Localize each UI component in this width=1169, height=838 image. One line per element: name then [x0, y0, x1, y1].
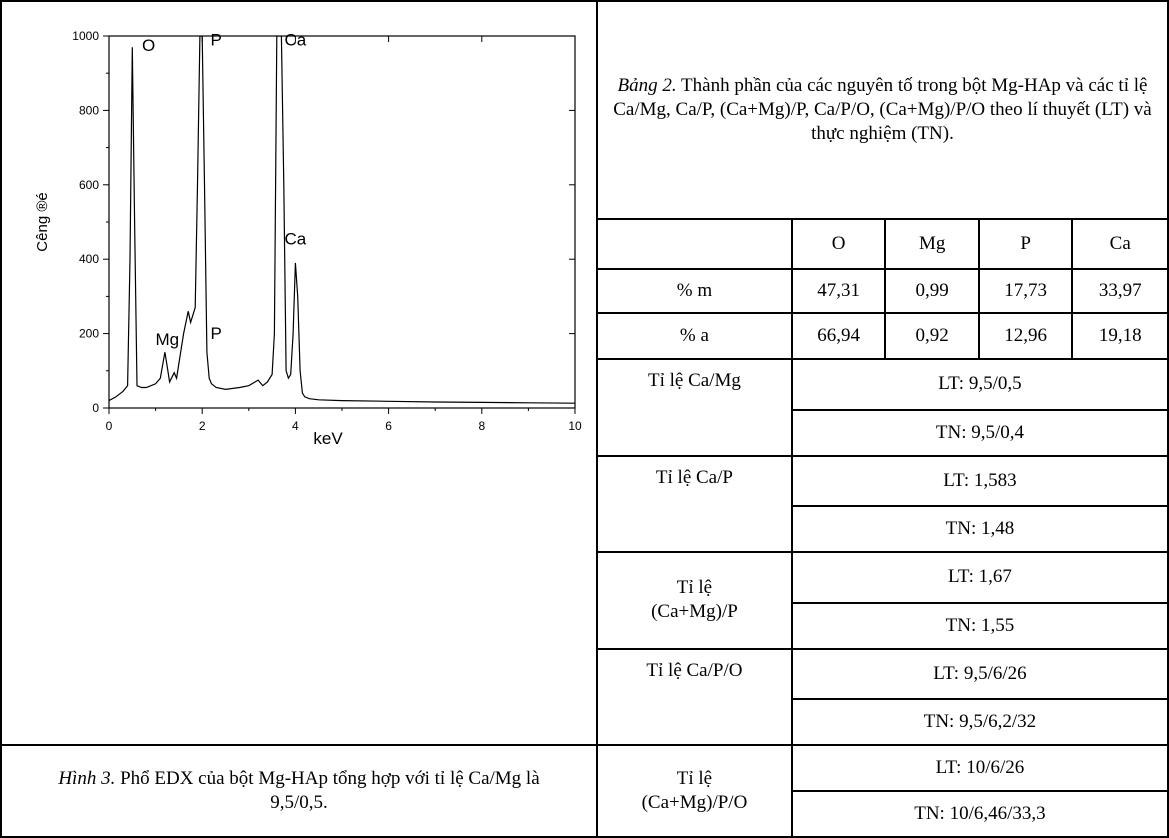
ratio-row-lt: Tỉ lệ Ca/P LT: 1,583: [1, 454, 1169, 553]
x-tick-label: 2: [199, 419, 206, 433]
ratio-row-tn: TN: 1,48: [1, 505, 1169, 553]
table-caption-text: Thành phần của các nguyên tố trong bột M…: [613, 75, 1152, 144]
peak-label: Ca: [285, 229, 307, 248]
cell-value: 19,18: [1071, 312, 1169, 360]
ratio-lt-value: LT: 9,5/0,5: [790, 358, 1169, 411]
ratio-label: Tỉ lệ Ca/P/O: [595, 647, 793, 746]
ratio-tn-value: TN: 9,5/6,2/32: [790, 698, 1169, 746]
ratio-lt-value: LT: 9,5/6/26: [790, 647, 1169, 700]
header-cell-mg: Mg: [884, 218, 980, 270]
figure-caption: Hình 3. Phổ EDX của bột Mg-HAp tổng hợp …: [2, 767, 596, 815]
cell-value: 0,99: [884, 268, 980, 314]
table-row-atomic: % a 66,94 0,92 12,96 19,18: [1, 312, 1169, 360]
table-caption: Bảng 2. Thành phần của các nguyên tố tro…: [598, 74, 1167, 146]
header-cell-o: O: [790, 218, 887, 270]
header-cell-p: P: [977, 218, 1074, 270]
ratio-row-tn: TN: 1,55: [1, 601, 1169, 650]
y-tick-label: 200: [79, 327, 99, 341]
cell-value: 17,73: [977, 268, 1074, 314]
edx-spectrum-svg: 0 2 4 6 8 10 0 200 400 600 800 1000 keV C­êng ®é O P Ca…: [34, 29, 582, 448]
ratio-row-lt: Tỉ lệ (Ca+Mg)/P LT: 1,67: [1, 551, 1169, 650]
ratio-row-tn: TN: 9,5/0,4: [1, 408, 1169, 457]
peak-label: P: [210, 30, 221, 49]
spectrum-line: [108, 36, 575, 404]
peak-label: P: [210, 324, 221, 343]
x-tick-label: 10: [568, 419, 582, 433]
y-tick-label: 600: [79, 178, 99, 192]
figure-cell: 0 2 4 6 8 10 0 200 400 600 800 1000 keV C­êng ®é O P Ca…: [0, 0, 598, 746]
table-header-row: O Mg P Ca: [1, 218, 1169, 270]
x-tick-label: 0: [106, 419, 113, 433]
ratio-tn-value: TN: 9,5/0,4: [790, 408, 1169, 457]
peak-label: Ca: [285, 30, 307, 49]
ratio-label: Tỉ lệ Ca/P: [595, 454, 793, 553]
peak-label: Mg: [155, 330, 179, 349]
y-tick-label: 800: [79, 103, 99, 117]
ratio-row-tn: TN: 9,5/6,2/32: [1, 698, 1169, 746]
cell-value: 47,31: [790, 268, 887, 314]
y-tick-label: 0: [92, 401, 99, 415]
header-cell-ca: Ca: [1071, 218, 1169, 270]
ratio-row-lt: Tỉ lệ Ca/Mg LT: 9,5/0,5: [1, 358, 1169, 457]
chart-axes: 0 2 4 6 8 10 0 200 400 600 800 1000 keV C­êng ®é: [34, 29, 582, 448]
peak-label: O: [142, 36, 155, 55]
edx-chart: 0 2 4 6 8 10 0 200 400 600 800 1000 keV C­êng ®é O P Ca…: [2, 2, 596, 744]
row-label: % m: [595, 268, 793, 314]
ratio-tn-value: TN: 10/6,46/33,3: [790, 790, 1169, 838]
ratio-label: Tỉ lệ (Ca+Mg)/P/O: [595, 744, 793, 838]
y-tick-label: 400: [79, 252, 99, 266]
table-caption-cell: Bảng 2. Thành phần của các nguyên tố tro…: [595, 0, 1169, 220]
cell-value: 33,97: [1071, 268, 1169, 314]
x-tick-label: 6: [385, 419, 392, 433]
ratio-label: Tỉ lệ Ca/Mg: [595, 358, 793, 457]
x-tick-label: 4: [292, 419, 299, 433]
ratio-row-lt: Hình 3. Phổ EDX của bột Mg-HAp tổng hợp …: [0, 744, 1169, 838]
table-caption-prefix: Bảng 2.: [617, 75, 677, 96]
y-axis-label: C­êng ®é: [34, 192, 51, 251]
cell-value: 66,94: [790, 312, 887, 360]
ratio-lt-value: LT: 1,67: [790, 551, 1169, 604]
y-tick-label: 1000: [72, 29, 99, 43]
row-label: % a: [595, 312, 793, 360]
ratio-tn-value: TN: 1,48: [790, 505, 1169, 553]
figure-caption-text: Phổ EDX của bột Mg-HAp tổng hợp với tỉ l…: [115, 768, 540, 813]
ratio-label: Tỉ lệ (Ca+Mg)/P: [595, 551, 793, 650]
cell-value: 12,96: [977, 312, 1074, 360]
ratio-tn-value: TN: 1,55: [790, 601, 1169, 650]
figure-caption-cell: Hình 3. Phổ EDX của bột Mg-HAp tổng hợp …: [0, 744, 598, 838]
x-tick-label: 8: [478, 419, 485, 433]
plot-frame: [108, 35, 576, 409]
header-cell-empty: [595, 218, 793, 270]
table-row-mass: % m 47,31 0,99 17,73 33,97: [1, 268, 1169, 314]
cell-value: 0,92: [884, 312, 980, 360]
ratio-row-lt: Tỉ lệ Ca/P/O LT: 9,5/6/26: [1, 647, 1169, 746]
ratio-lt-value: LT: 1,583: [790, 454, 1169, 507]
figure-caption-prefix: Hình 3.: [58, 768, 116, 789]
x-axis-label: keV: [313, 429, 343, 448]
ratio-lt-value: LT: 10/6/26: [790, 744, 1169, 792]
chart-plot: O P Ca Ca Mg P: [108, 30, 575, 404]
